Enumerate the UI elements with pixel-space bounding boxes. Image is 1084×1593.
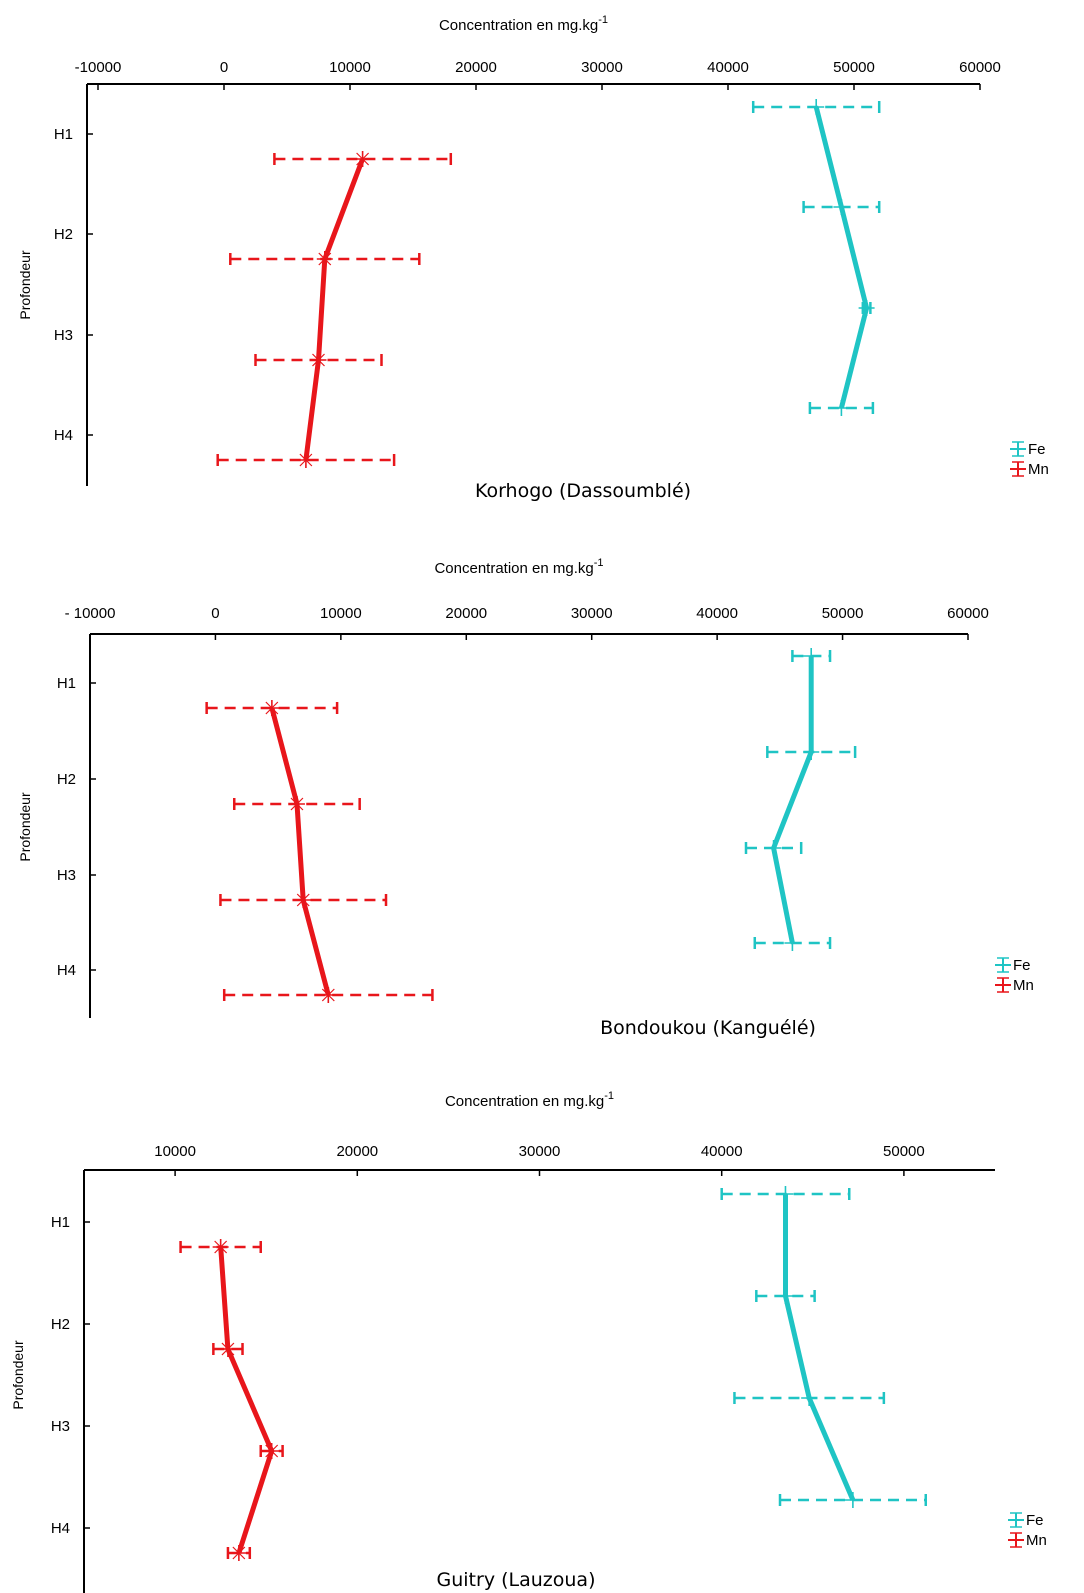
legend-label-mn: Mn	[1013, 977, 1034, 994]
y-category-label: H4	[54, 427, 73, 444]
x-axis-title: Concentration en mg.kg-1	[434, 557, 603, 577]
y-category-label: H3	[54, 327, 73, 344]
mn-marker-d2	[356, 152, 370, 166]
legend-entry-fe: Fe	[1008, 1512, 1044, 1529]
y-category-label: H2	[51, 1316, 70, 1333]
fe-series-line	[771, 656, 814, 944]
y-category-label: H3	[57, 867, 76, 884]
x-tick-label: 40000	[701, 1143, 743, 1160]
mn-marker-d2	[296, 893, 310, 907]
mn-marker-d2	[214, 1240, 228, 1254]
x-tick-label: -10000	[75, 59, 122, 76]
mn-marker-d2	[221, 1342, 235, 1356]
mn-marker-d2	[299, 453, 313, 467]
legend-label-fe: Fe	[1028, 441, 1046, 458]
x-axis-title-sup: -1	[604, 1090, 614, 1102]
x-tick-label: 0	[220, 59, 228, 76]
x-tick-label: 0	[211, 605, 219, 622]
x-tick-label: 50000	[833, 59, 875, 76]
x-tick-label: 20000	[445, 605, 487, 622]
series-mn	[205, 700, 434, 1003]
x-axis-title-sup: -1	[594, 557, 604, 569]
mn-marker-d2	[312, 353, 325, 367]
y-category-label: H2	[57, 771, 76, 788]
mn-series-line	[269, 707, 331, 996]
fe-series-line	[783, 1194, 856, 1501]
legend-entry-fe: Fe	[1010, 441, 1046, 458]
legend-entry-mn: Mn	[1010, 461, 1049, 478]
x-tick-label: 50000	[883, 1143, 925, 1160]
legend-label-mn: Mn	[1028, 461, 1049, 478]
x-tick-label: 40000	[696, 605, 738, 622]
x-axis-title-sup: -1	[598, 14, 608, 26]
y-category-label: H4	[51, 1520, 70, 1537]
fe-series-line	[813, 106, 870, 409]
x-tick-label: 60000	[947, 605, 989, 622]
mn-marker-d2	[321, 988, 335, 1002]
y-axis-title: Profondeur	[17, 250, 33, 320]
x-axis-title: Concentration en mg.kg-1	[439, 14, 608, 34]
y-category-label: H1	[57, 675, 76, 692]
x-tick-label: 10000	[154, 1143, 196, 1160]
series-mn	[179, 1239, 284, 1561]
x-tick-label: - 10000	[65, 605, 116, 622]
chart-2: Concentration en mg.kg-1 - 10000 0 10000 200…	[17, 557, 1034, 1039]
legend-label-fe: Fe	[1026, 1512, 1044, 1529]
legend-entry-mn: Mn	[1008, 1532, 1047, 1549]
x-tick-label: 30000	[581, 59, 623, 76]
x-tick-label: 20000	[336, 1143, 378, 1160]
x-tick-label: 60000	[959, 59, 1001, 76]
chart-1: Concentration en mg.kg-1 -10000 0 10000 2000…	[17, 14, 1049, 502]
chart-subtitle: Guitry (Lauzoua)	[437, 1569, 596, 1591]
x-tick-label: 10000	[320, 605, 362, 622]
series-fe	[720, 1186, 928, 1508]
y-category-label: H2	[54, 226, 73, 243]
y-category-label: H1	[51, 1214, 70, 1231]
chart-subtitle: Bondoukou (Kanguélé)	[600, 1017, 816, 1039]
x-tick-label: 40000	[707, 59, 749, 76]
x-tick-label: 10000	[329, 59, 371, 76]
series-mn	[216, 151, 453, 468]
legend-entry-fe: Fe	[995, 957, 1031, 974]
mn-marker-d2	[318, 252, 332, 266]
y-category-label: H4	[57, 962, 76, 979]
chart-3: Concentration en mg.kg-1 10000 20000 30000 4…	[10, 1090, 1047, 1593]
legend-label-fe: Fe	[1013, 957, 1031, 974]
y-category-label: H1	[54, 126, 73, 143]
chart-subtitle: Korhogo (Dassoumblé)	[475, 480, 691, 502]
x-axis-title-text: Concentration en mg.kg	[445, 1093, 604, 1110]
y-category-label: H3	[51, 1418, 70, 1435]
x-axis-title-text: Concentration en mg.kg	[439, 17, 598, 34]
mn-marker-d2	[265, 701, 279, 715]
legend-label-mn: Mn	[1026, 1532, 1047, 1549]
x-axis-title: Concentration en mg.kg-1	[445, 1090, 614, 1110]
x-tick-label: 30000	[519, 1143, 561, 1160]
x-tick-label: 50000	[822, 605, 864, 622]
y-axis-title: Profondeur	[10, 1340, 26, 1410]
mn-series-line	[218, 1246, 275, 1554]
series-fe	[744, 648, 857, 951]
mn-marker-d2	[290, 797, 304, 811]
series-fe	[751, 99, 881, 416]
mn-marker-d2	[232, 1546, 246, 1560]
mn-series-line	[303, 158, 365, 461]
x-tick-label: 20000	[455, 59, 497, 76]
x-tick-label: 30000	[571, 605, 613, 622]
y-axis-title: Profondeur	[17, 792, 33, 862]
x-axis-title-text: Concentration en mg.kg	[434, 560, 593, 577]
mn-marker-d2	[265, 1444, 279, 1458]
legend-entry-mn: Mn	[995, 977, 1034, 994]
